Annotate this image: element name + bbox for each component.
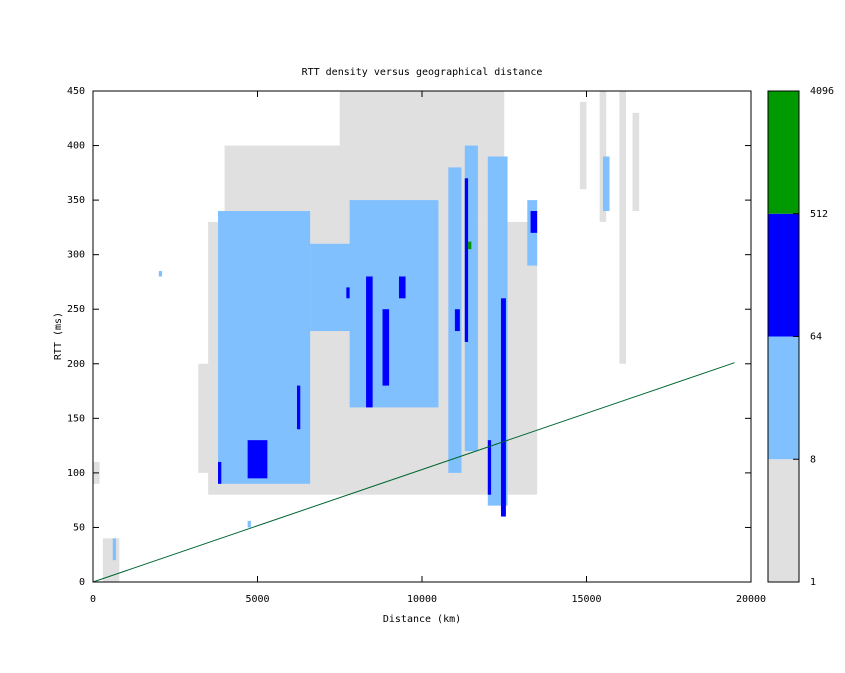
density-cell [468, 241, 472, 250]
density-cell [366, 276, 373, 408]
density-cell [500, 298, 506, 517]
density-cell [619, 91, 626, 364]
colorbar-segment [768, 336, 799, 460]
y-tick-label: 100 [67, 468, 85, 479]
y-tick-label: 300 [67, 250, 85, 261]
density-cell [372, 320, 422, 397]
colorbar-tick-label: 8 [810, 454, 816, 465]
y-tick-label: 450 [67, 86, 85, 97]
x-tick-label: 20000 [736, 594, 766, 605]
x-axis-label: Distance (km) [383, 614, 461, 625]
y-tick-label: 400 [67, 141, 85, 152]
density-cell [247, 520, 251, 528]
density-cell [599, 91, 607, 222]
density-cell [632, 112, 640, 212]
density-cell [454, 309, 460, 332]
density-cell [398, 276, 406, 299]
density-cell [296, 385, 301, 430]
y-tick-label: 200 [67, 359, 85, 370]
density-cell [579, 101, 587, 190]
y-axis-label: RTT (ms) [53, 312, 64, 360]
density-cell [218, 211, 311, 484]
colorbar-tick-label: 1 [810, 577, 816, 588]
density-cell [346, 287, 350, 299]
density-cell [530, 211, 538, 233]
colorbar-tick-label: 64 [810, 332, 822, 343]
density-cell [382, 309, 390, 386]
density-cell [112, 538, 117, 561]
x-tick-label: 0 [90, 594, 96, 605]
reference-line [92, 362, 735, 583]
density-cell [339, 91, 505, 146]
x-tick-label: 5000 [245, 594, 269, 605]
chart-title: RTT density versus geographical distance [302, 67, 543, 78]
y-tick-label: 150 [67, 413, 85, 424]
y-tick-label: 250 [67, 304, 85, 315]
heatmap [93, 91, 640, 582]
density-cell [487, 440, 492, 495]
colorbar-segment [768, 91, 799, 214]
density-cell [218, 461, 222, 484]
y-tick-label: 350 [67, 195, 85, 206]
y-tick-label: 50 [73, 522, 85, 533]
density-cell [602, 156, 610, 212]
colorbar-tick-label: 512 [810, 209, 828, 220]
density-cell [198, 363, 219, 473]
y-tick-label: 0 [79, 577, 85, 588]
x-tick-label: 15000 [571, 594, 601, 605]
density-cell [158, 271, 163, 277]
overlay [92, 90, 752, 583]
colorbar-segment [768, 213, 799, 337]
x-tick-label: 10000 [407, 594, 437, 605]
colorbar-segment [768, 459, 799, 582]
density-cell [247, 440, 268, 479]
density-cell [464, 178, 469, 342]
density-cell [527, 200, 538, 266]
colorbar-tick-label: 4096 [810, 86, 834, 97]
